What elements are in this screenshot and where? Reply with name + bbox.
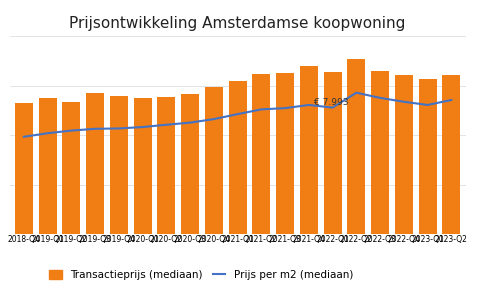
Bar	[252, 74, 270, 234]
Prijs per m2 (mediaan)	[377, 96, 383, 100]
Bar	[181, 94, 199, 234]
Prijs per m2 (mediaan)	[330, 106, 336, 110]
Prijs per m2 (mediaan)	[164, 123, 169, 127]
Bar	[39, 98, 57, 234]
Text: € 7.993: € 7.993	[313, 98, 348, 107]
Prijs per m2 (mediaan)	[448, 98, 454, 102]
Prijs per m2 (mediaan)	[401, 100, 407, 103]
Prijs per m2 (mediaan)	[353, 91, 359, 94]
Bar	[371, 71, 389, 234]
Prijs per m2 (mediaan)	[92, 127, 98, 130]
Prijs per m2 (mediaan)	[140, 125, 145, 129]
Bar	[324, 72, 341, 234]
Prijs per m2 (mediaan)	[282, 106, 288, 110]
Bar	[395, 75, 413, 234]
Prijs per m2 (mediaan)	[45, 131, 50, 135]
Bar	[62, 103, 80, 234]
Line: Prijs per m2 (mediaan): Prijs per m2 (mediaan)	[24, 93, 451, 137]
Prijs per m2 (mediaan)	[187, 121, 193, 124]
Bar	[443, 75, 460, 234]
Prijs per m2 (mediaan)	[21, 135, 27, 139]
Bar	[419, 79, 436, 234]
Bar	[110, 96, 128, 234]
Bar	[276, 73, 294, 234]
Legend: Transactieprijs (mediaan), Prijs per m2 (mediaan): Transactieprijs (mediaan), Prijs per m2 …	[45, 266, 357, 284]
Prijs per m2 (mediaan)	[258, 108, 264, 111]
Title: Prijsontwikkeling Amsterdamse koopwoning: Prijsontwikkeling Amsterdamse koopwoning	[70, 16, 406, 31]
Prijs per m2 (mediaan)	[211, 117, 217, 121]
Bar	[86, 93, 104, 234]
Prijs per m2 (mediaan)	[69, 129, 74, 132]
Bar	[228, 81, 247, 234]
Bar	[300, 66, 318, 234]
Prijs per m2 (mediaan)	[235, 112, 240, 116]
Bar	[15, 103, 33, 234]
Bar	[348, 59, 365, 234]
Bar	[134, 98, 152, 234]
Bar	[205, 87, 223, 234]
Prijs per m2 (mediaan)	[425, 103, 431, 107]
Prijs per m2 (mediaan)	[306, 103, 312, 107]
Bar	[157, 97, 175, 234]
Prijs per m2 (mediaan)	[116, 127, 122, 130]
